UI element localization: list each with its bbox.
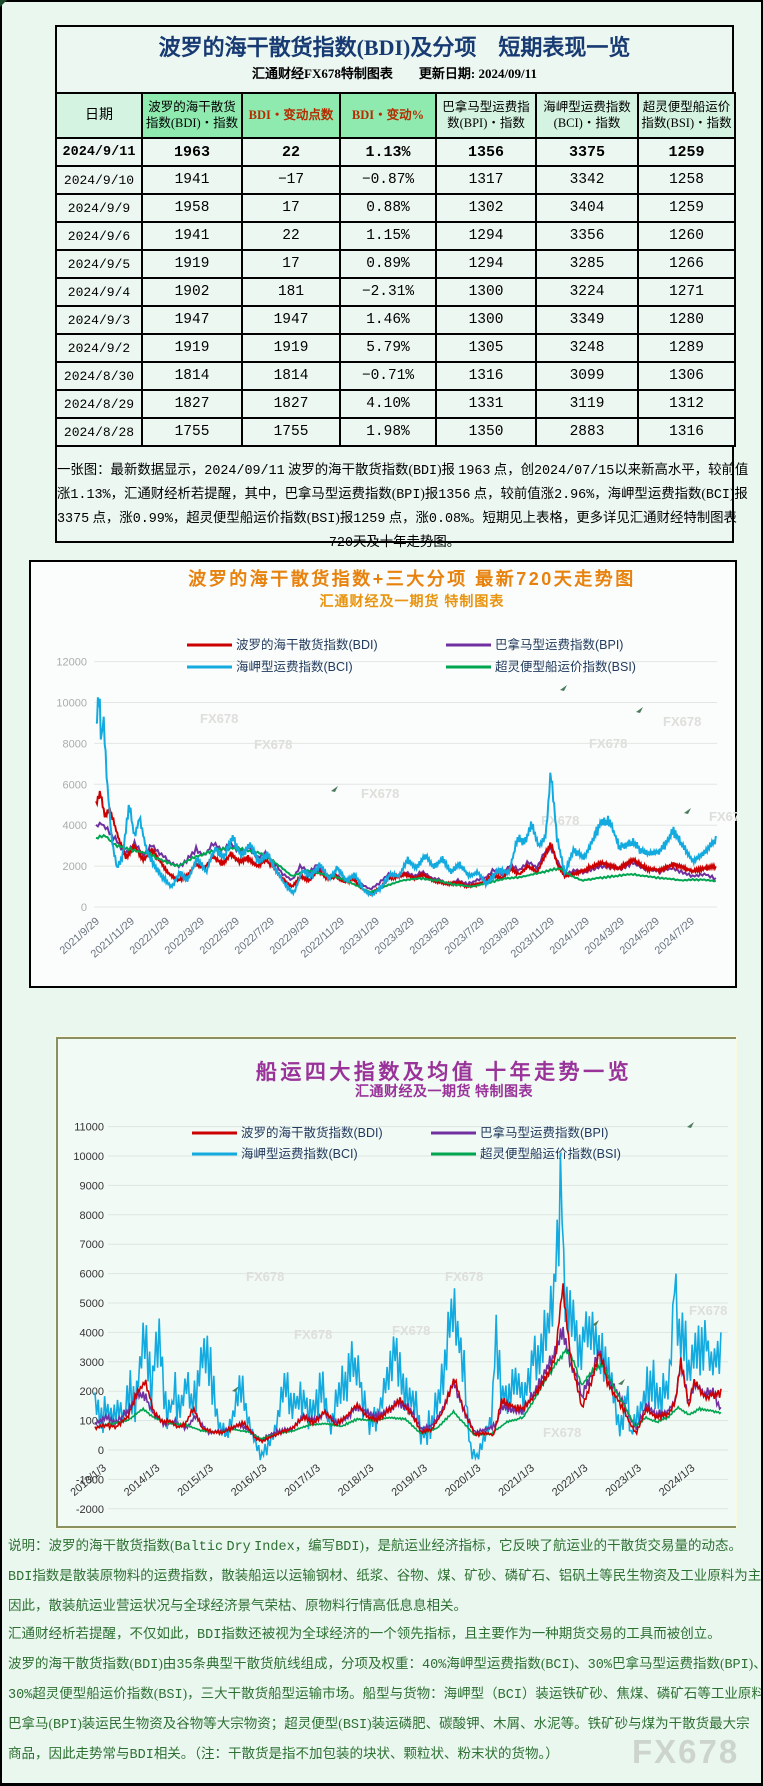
svg-text:4000: 4000 — [80, 1327, 104, 1339]
svg-text:超灵便型船运价指数(BSI): 超灵便型船运价指数(BSI) — [495, 659, 636, 674]
svg-text:1000: 1000 — [80, 1416, 104, 1428]
svg-text:FX678: FX678 — [254, 737, 292, 752]
svg-text:6000: 6000 — [80, 1269, 104, 1281]
svg-text:0: 0 — [98, 1445, 104, 1457]
svg-text:7000: 7000 — [80, 1239, 104, 1251]
svg-text:超灵便型船运价指数(BSI): 超灵便型船运价指数(BSI) — [480, 1146, 621, 1161]
svg-text:船运四大指数及均值 十年走势一览: 船运四大指数及均值 十年走势一览 — [256, 1060, 632, 1084]
svg-text:8000: 8000 — [63, 738, 87, 750]
svg-text:2000: 2000 — [80, 1386, 104, 1398]
svg-text:4000: 4000 — [63, 820, 87, 832]
svg-text:FX678: FX678 — [689, 1303, 727, 1318]
svg-text:9000: 9000 — [80, 1180, 104, 1192]
svg-text:3000: 3000 — [80, 1357, 104, 1369]
svg-text:FX678: FX678 — [541, 813, 579, 828]
svg-text:11000: 11000 — [74, 1122, 104, 1134]
svg-text:汇通财经及一期货 特制图表: 汇通财经及一期货 特制图表 — [355, 1083, 533, 1100]
svg-text:波罗的海干散货指数+三大分项 最新720天走势图: 波罗的海干散货指数+三大分项 最新720天走势图 — [188, 568, 636, 589]
svg-text:汇通财经及一期货 特制图表: 汇通财经及一期货 特制图表 — [320, 593, 505, 609]
svg-text:FX678: FX678 — [543, 1425, 581, 1440]
svg-text:6000: 6000 — [63, 779, 87, 791]
svg-text:0: 0 — [81, 902, 87, 914]
svg-text:FX678: FX678 — [709, 809, 737, 824]
svg-text:FX678: FX678 — [589, 736, 627, 751]
svg-text:FX678: FX678 — [663, 714, 701, 729]
svg-text:海岬型运费指数(BCI): 海岬型运费指数(BCI) — [241, 1146, 358, 1161]
svg-text:海岬型运费指数(BCI): 海岬型运费指数(BCI) — [236, 659, 353, 674]
svg-text:巴拿马型运费指数(BPI): 巴拿马型运费指数(BPI) — [480, 1125, 608, 1140]
svg-text:-2000: -2000 — [76, 1504, 104, 1516]
svg-text:波罗的海干散货指数(BDI): 波罗的海干散货指数(BDI) — [236, 637, 378, 652]
svg-text:5000: 5000 — [80, 1298, 104, 1310]
svg-text:波罗的海干散货指数(BDI): 波罗的海干散货指数(BDI) — [241, 1125, 383, 1140]
svg-text:8000: 8000 — [80, 1210, 104, 1222]
svg-text:2000: 2000 — [63, 861, 87, 873]
svg-text:巴拿马型运费指数(BPI): 巴拿马型运费指数(BPI) — [495, 637, 623, 652]
svg-text:FX678: FX678 — [200, 711, 238, 726]
svg-text:FX678: FX678 — [361, 786, 399, 801]
svg-text:FX678: FX678 — [392, 1323, 430, 1338]
svg-text:FX678: FX678 — [445, 1269, 483, 1284]
svg-text:-1000: -1000 — [76, 1474, 104, 1486]
svg-text:FX678: FX678 — [294, 1327, 332, 1342]
svg-text:12000: 12000 — [56, 657, 87, 669]
svg-text:10000: 10000 — [56, 698, 87, 710]
svg-text:FX678: FX678 — [246, 1269, 284, 1284]
svg-text:10000: 10000 — [73, 1151, 104, 1163]
